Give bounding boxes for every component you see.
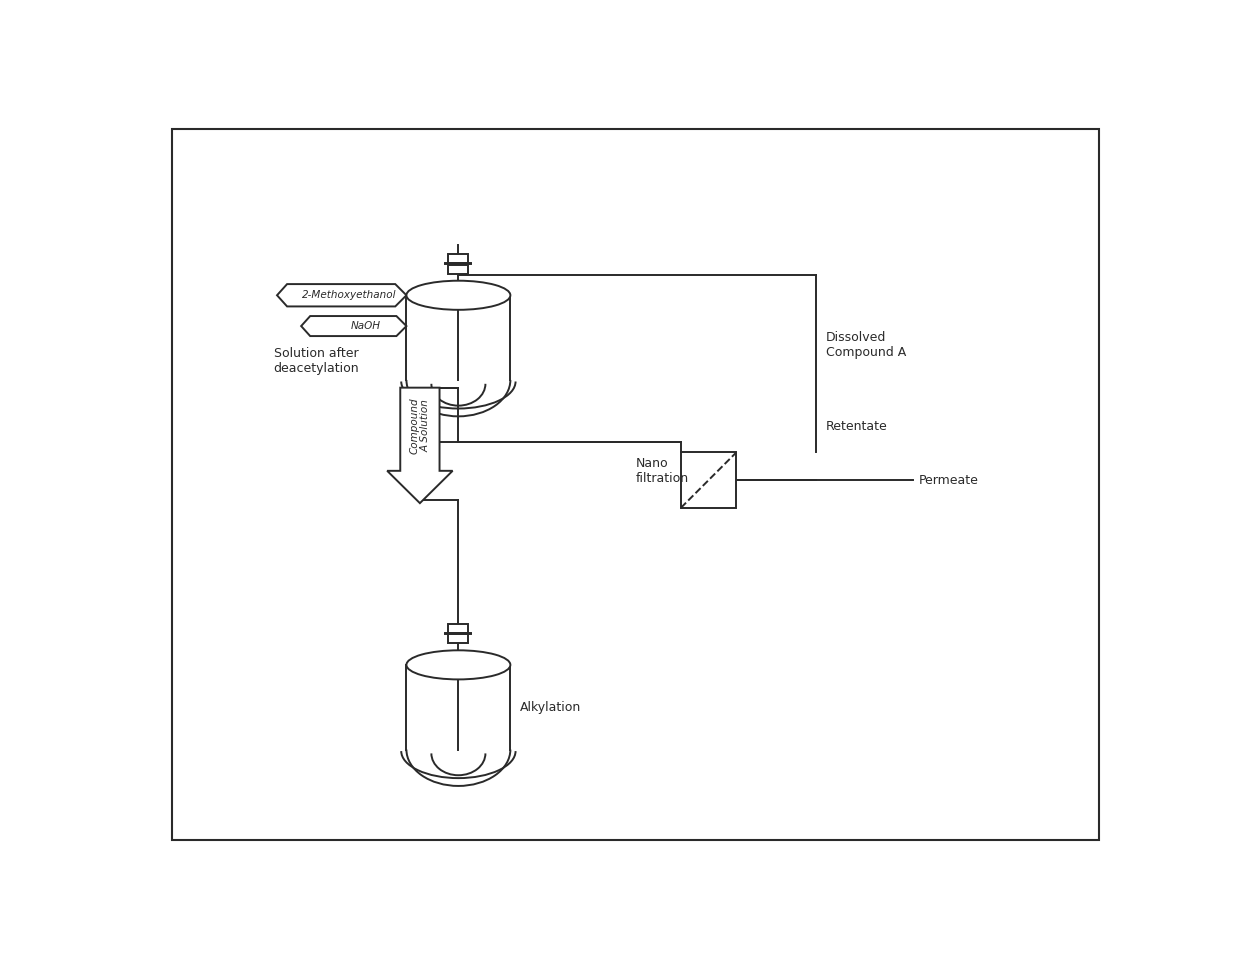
Bar [449, 254, 469, 263]
Bar [449, 634, 469, 643]
Text: Dissolved
Compound A: Dissolved Compound A [826, 331, 906, 360]
Polygon shape [277, 284, 407, 307]
Bar [681, 453, 737, 507]
Bar [449, 265, 469, 273]
Text: Permeate: Permeate [919, 474, 978, 486]
Text: Compound
A Solution: Compound A Solution [409, 397, 430, 454]
Text: Nano
filtration: Nano filtration [635, 456, 688, 485]
Polygon shape [301, 316, 407, 336]
Ellipse shape [407, 281, 511, 310]
Text: 2-Methoxyethanol: 2-Methoxyethanol [301, 291, 397, 300]
Text: NaOH: NaOH [351, 321, 381, 331]
Text: Retentate: Retentate [826, 420, 888, 433]
Text: Alkylation: Alkylation [520, 701, 580, 713]
Text: Solution after
deacetylation: Solution after deacetylation [273, 347, 358, 375]
Polygon shape [387, 387, 453, 503]
Ellipse shape [407, 650, 511, 679]
Bar [449, 623, 469, 633]
